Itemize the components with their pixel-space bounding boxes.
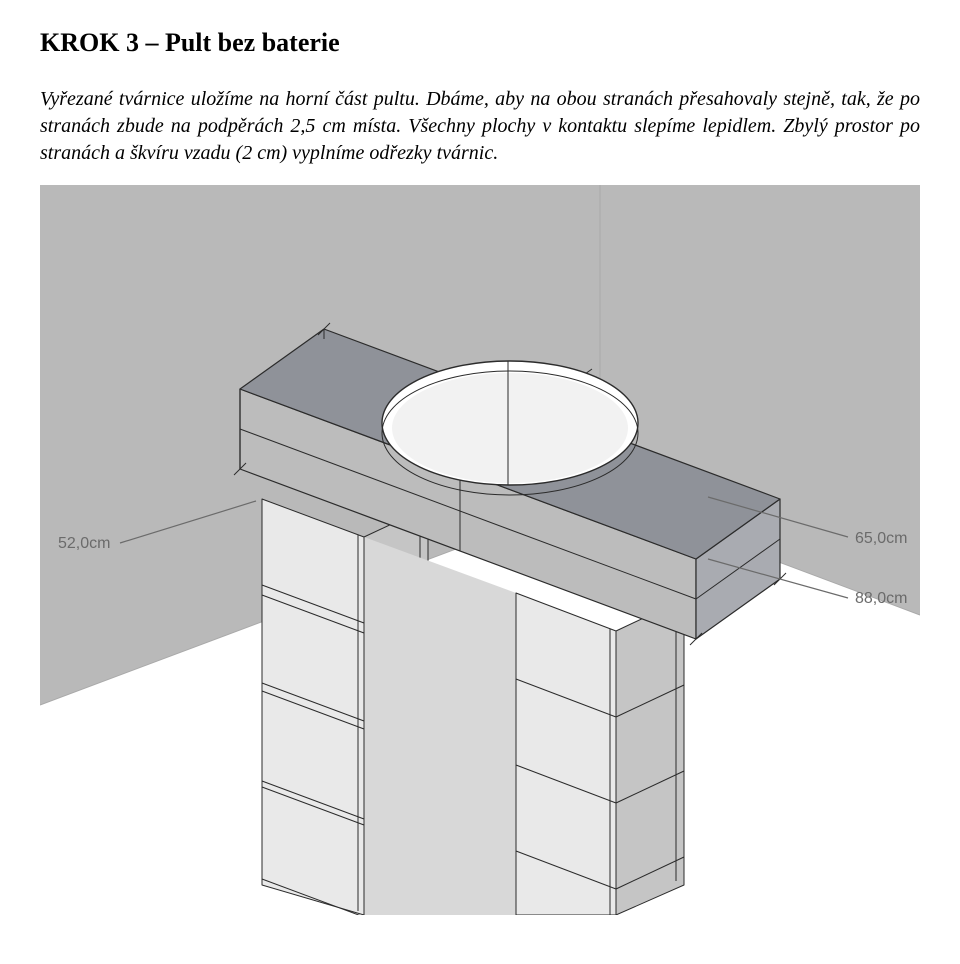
- dimension-label: 52,0cm: [58, 535, 110, 552]
- dimension-label: 65,0cm: [855, 530, 907, 547]
- step-heading: KROK 3 – Pult bez baterie: [40, 28, 920, 58]
- page: KROK 3 – Pult bez baterie Vyřezané tvárn…: [0, 0, 960, 955]
- step-description: Vyřezané tvárnice uložíme na horní část …: [40, 86, 920, 167]
- assembly-diagram: 52,0cm 65,0cm 88,0cm: [40, 185, 920, 915]
- dimension-label: 88,0cm: [855, 590, 907, 607]
- diagram-svg: 52,0cm 65,0cm 88,0cm: [40, 185, 920, 915]
